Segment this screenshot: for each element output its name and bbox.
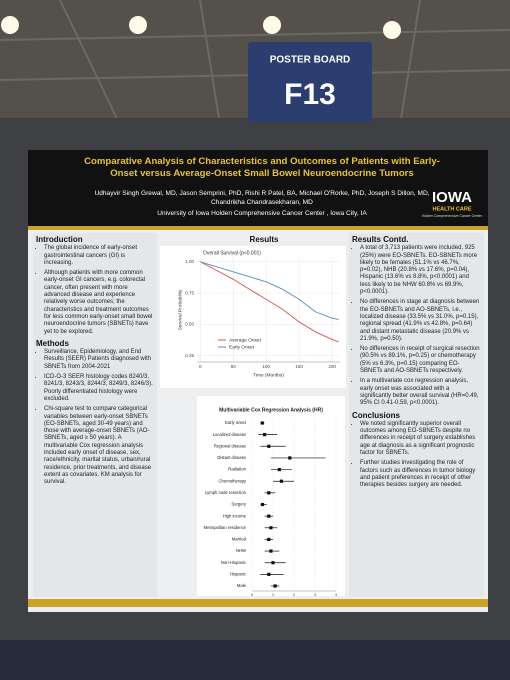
y-tick-label: 1.00 — [185, 259, 194, 264]
line — [200, 261, 339, 320]
logo-name: IOWA — [432, 189, 472, 206]
y-axis-label: Survival Probability — [177, 289, 183, 330]
point — [271, 561, 275, 565]
point — [273, 584, 277, 588]
y-tick-label: 0.75 — [185, 290, 194, 295]
row-label: Regional disease — [214, 443, 247, 448]
point — [277, 467, 281, 472]
x-axis-label: Time (Months) — [253, 372, 284, 378]
x-tick-label: 3 — [314, 592, 317, 597]
row-label: High income — [223, 513, 247, 518]
sign-label: POSTER BOARD — [270, 55, 351, 66]
list-item: Although patients with more common early… — [44, 270, 154, 336]
row-label: Distant disease — [217, 455, 246, 460]
x-tick-label: 2 — [293, 592, 296, 597]
floor — [0, 640, 510, 680]
point — [263, 433, 267, 437]
row-label: Radiation — [228, 467, 246, 472]
line — [200, 261, 339, 343]
x-tick-label: 200 — [328, 364, 336, 369]
row-label: Surgery — [231, 502, 247, 507]
section-heading: Results Contd. — [352, 235, 409, 244]
list-item: No differences in receipt of surgical re… — [360, 346, 481, 375]
row-label: Non-Hispanic — [221, 560, 246, 565]
list-item: Chi-square test to compare categorical v… — [44, 406, 154, 486]
sign-code: F13 — [284, 78, 336, 111]
x-tick-label: 150 — [295, 364, 303, 369]
row-label: Chemotherapy — [219, 478, 247, 483]
point — [269, 526, 273, 530]
logo-line: Holden Comprehensive Cancer Center — [422, 214, 483, 218]
list-item: We noted significantly superior overall … — [360, 421, 481, 457]
row-label: Early onset — [225, 420, 247, 425]
legend-label: Average Onset — [229, 337, 262, 343]
list-item: Surveillance, Epidemiology, and End Resu… — [44, 349, 154, 371]
results-heading: Results — [250, 235, 279, 244]
section-heading: Conclusions — [352, 410, 401, 420]
ceiling-lights — [1, 16, 401, 39]
list-item: Further studies investigating the role o… — [360, 460, 481, 489]
list-item: The global incidence of early-onset gast… — [44, 245, 154, 267]
list-item: ICD-O-3 SEER histology codes 8240/3, 824… — [44, 374, 154, 403]
point — [267, 491, 271, 495]
gold-bar — [28, 226, 488, 230]
y-tick-label: 0.25 — [185, 353, 194, 358]
poster-title: Comparative Analysis of Characteristics … — [84, 156, 440, 179]
chart-box — [160, 246, 346, 388]
point — [267, 537, 271, 542]
row-label: Lymph node resection — [205, 490, 247, 495]
row-label: Married — [232, 537, 247, 542]
list: The global incidence of early-onset gast… — [36, 245, 154, 336]
x-tick-label: 100 — [262, 364, 270, 369]
logo-line: HEALTH CARE — [432, 206, 471, 212]
x-tick-label: 50 — [231, 364, 237, 369]
row-label: NHW — [236, 548, 246, 553]
gold-bar — [28, 599, 488, 607]
x-tick-label: 1 — [272, 592, 275, 597]
x-tick-label: 0 — [199, 364, 202, 369]
row-label: Localized disease — [213, 432, 247, 437]
row-label: Metropolitan residence — [204, 525, 247, 530]
section-heading: Introduction — [36, 235, 83, 244]
row-label: Male — [237, 583, 247, 588]
point — [279, 479, 283, 483]
point — [267, 572, 271, 576]
affiliation: University of Iowa Holden Comprehensive … — [157, 210, 367, 217]
point — [267, 444, 271, 448]
poster-header — [28, 150, 488, 226]
point — [260, 421, 264, 425]
row-label: Hispanic — [230, 571, 246, 576]
point — [269, 549, 273, 553]
list: We noted significantly superior overall … — [352, 421, 481, 490]
x-tick-label: 4 — [335, 592, 338, 597]
list: Surveillance, Epidemiology, and End Resu… — [36, 349, 154, 486]
point — [288, 456, 292, 460]
chart-title: Multivariable Cox Regression Analysis (H… — [219, 407, 323, 413]
column — [349, 233, 484, 597]
column — [33, 233, 157, 597]
legend-label: Early Onset — [229, 344, 255, 350]
authors: Udhayvir Singh Grewal, MD, Jason Semprin… — [94, 190, 430, 206]
list-item: In a multivariate cox regression analysi… — [360, 378, 481, 407]
section-heading: Methods — [36, 338, 69, 348]
point — [267, 514, 271, 518]
list-item: No differences in stage at diagnosis bet… — [360, 299, 481, 343]
sign — [248, 42, 372, 122]
right-column: Results Contd. A total of 3,713 patients… — [352, 234, 481, 494]
point — [260, 502, 265, 507]
chart-title: Overall Survival (p<0.001) — [203, 250, 261, 256]
left-column: Introduction The global incidence of ear… — [36, 234, 154, 491]
list: A total of 3,713 patients were included,… — [352, 245, 481, 407]
y-tick-label: 0.50 — [185, 322, 194, 327]
x-tick-label: 0 — [251, 592, 254, 597]
list-item: A total of 3,713 patients were included,… — [360, 245, 481, 296]
